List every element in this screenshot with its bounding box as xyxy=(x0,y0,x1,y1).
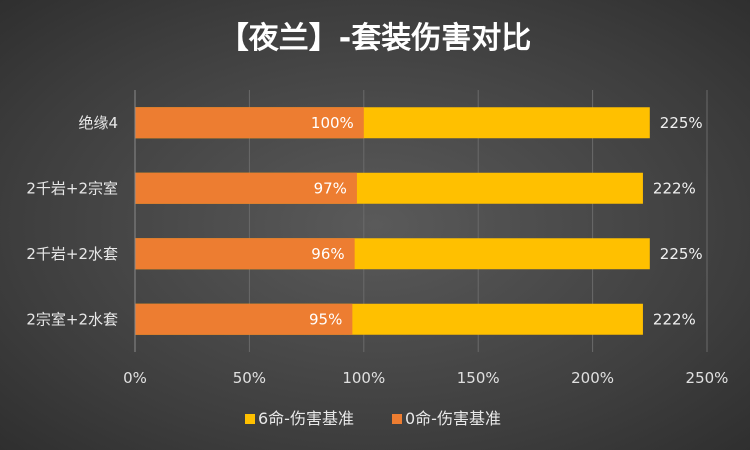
data-label-6c: 225% xyxy=(660,245,703,263)
bar-0c xyxy=(135,107,364,139)
axes: 0% 50% 100% 150% 200% 250% 绝缘4 2千岩+2宗室 2千岩+2水套 2宗… xyxy=(26,90,728,387)
x-tick-label: 250% xyxy=(686,369,729,387)
data-label-6c: 222% xyxy=(653,179,696,197)
category-label: 2千岩+2宗室 xyxy=(26,179,118,197)
category-label: 2宗室+2水套 xyxy=(26,310,118,328)
legend-swatch xyxy=(245,414,255,424)
legend: 6命-伤害基准 0命-伤害基准 xyxy=(245,409,501,428)
category-label: 2千岩+2水套 xyxy=(26,245,118,263)
data-label-6c: 222% xyxy=(653,310,696,328)
data-label-0c: 97% xyxy=(314,179,347,197)
bar-0c xyxy=(135,238,355,270)
x-tick-label: 100% xyxy=(342,369,385,387)
chart-title: 【夜兰】-套装伤害对比 xyxy=(219,21,531,56)
legend-label: 0命-伤害基准 xyxy=(405,409,501,428)
legend-label: 6命-伤害基准 xyxy=(258,409,354,428)
data-label-0c: 95% xyxy=(309,310,342,328)
category-label: 绝缘4 xyxy=(78,114,118,132)
data-label-0c: 100% xyxy=(311,114,354,132)
bar-0c xyxy=(135,172,357,204)
x-tick-label: 200% xyxy=(571,369,614,387)
x-tick-label: 0% xyxy=(123,369,147,387)
x-tick-label: 150% xyxy=(457,369,500,387)
bars xyxy=(135,107,650,335)
data-label-0c: 96% xyxy=(311,245,344,263)
data-labels: 100% 225% 97% 222% 96% 225% 95% 222% xyxy=(309,114,703,329)
legend-swatch xyxy=(392,414,402,424)
data-label-6c: 225% xyxy=(660,114,703,132)
x-tick-label: 50% xyxy=(233,369,266,387)
bar-0c xyxy=(135,303,353,335)
